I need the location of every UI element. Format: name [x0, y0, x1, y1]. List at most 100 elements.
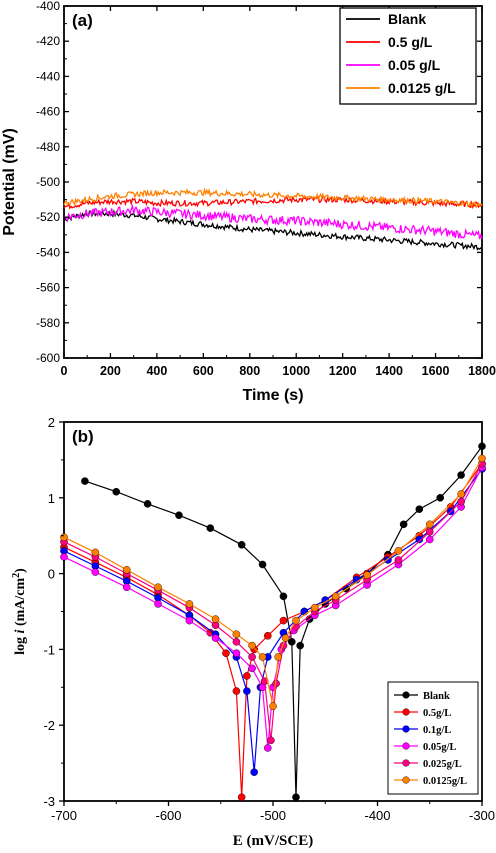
data-point	[122, 583, 131, 592]
legend-entry: 0.05g/L	[423, 742, 457, 753]
data-point	[478, 442, 486, 451]
x-tick-label: 1800	[468, 364, 496, 378]
panel-a-label: (a)	[72, 11, 93, 30]
panel-b-x-axis-label: E (mV/SCE)	[233, 833, 313, 849]
panel-b-plot	[60, 442, 486, 802]
data-point	[292, 793, 300, 802]
data-point	[81, 477, 89, 485]
data-point	[415, 535, 424, 544]
data-point	[60, 553, 68, 561]
data-point	[122, 566, 131, 574]
y-tick-label: -480	[36, 140, 60, 154]
legend-entry: 0.5 g/L	[388, 34, 433, 50]
legend-marker	[402, 691, 410, 699]
legend-entry: 0.1g/L	[423, 725, 451, 736]
y-tick-label: -3	[43, 794, 55, 809]
data-point	[436, 493, 445, 502]
data-point	[243, 672, 251, 680]
data-point	[296, 641, 304, 650]
data-point	[281, 634, 290, 642]
panel-a-plot	[63, 187, 483, 251]
data-point	[154, 583, 162, 592]
data-point	[478, 454, 486, 463]
panel-b-y-axis-label: log i (mA/cm2)	[11, 568, 29, 655]
y-tick-label: -460	[36, 105, 60, 119]
data-point	[211, 634, 220, 642]
x-tick-label: -700	[51, 808, 77, 823]
data-point	[175, 511, 183, 520]
panel-a-axes: 0 200 400 600 800 1000 1200 1400 1600 1800 -400 -42…	[36, 0, 496, 378]
y-tick-label: 2	[48, 415, 55, 430]
data-point	[112, 487, 121, 496]
data-point	[258, 560, 267, 569]
data-point	[250, 768, 258, 776]
panel-b-axes: -700 -600 -500 -400 -300 2 1 0 -1 -2 -3	[43, 415, 495, 823]
data-point	[232, 638, 241, 646]
legend-marker	[402, 759, 410, 767]
y-tick-label: -540	[36, 245, 60, 259]
data-point	[263, 744, 272, 752]
data-point	[331, 592, 340, 601]
data-point	[457, 497, 465, 506]
data-point	[425, 528, 434, 536]
series-line	[63, 463, 483, 798]
x-tick-label: 1400	[375, 364, 403, 378]
legend-marker	[402, 708, 410, 716]
panel-a-legend: Blank 0.5 g/L 0.05 g/L 0.0125 g/L	[339, 7, 477, 105]
y-tick-label: -2	[43, 718, 55, 733]
series-2	[63, 195, 483, 210]
legend-entry: 0.05 g/L	[388, 57, 441, 73]
series-line	[63, 467, 483, 748]
data-point	[243, 687, 251, 695]
legend-entry: Blank	[423, 691, 450, 702]
data-point	[457, 490, 465, 498]
y-tick-label: -440	[36, 69, 60, 83]
x-tick-label: -300	[469, 808, 495, 823]
data-point	[394, 547, 403, 555]
x-tick-label: 200	[100, 364, 121, 378]
data-point	[185, 616, 194, 625]
series-line	[63, 187, 483, 209]
data-point	[300, 607, 309, 616]
data-point	[222, 649, 230, 657]
data-point	[267, 736, 275, 745]
data-point	[206, 524, 215, 532]
data-point	[288, 638, 296, 646]
data-point	[91, 548, 100, 557]
x-tick-label: -600	[155, 808, 181, 823]
y-tick-label: -420	[36, 34, 60, 48]
series-line	[63, 195, 483, 210]
data-point	[279, 616, 288, 625]
panel-b: -700 -600 -500 -400 -300 2 1 0 -1 -2 -3 (b) E (mV/…	[11, 415, 496, 849]
y-tick-label: 1	[48, 491, 55, 506]
y-tick-label: -500	[36, 175, 60, 189]
data-point	[60, 533, 68, 542]
data-point	[425, 520, 434, 529]
data-point	[457, 471, 465, 479]
series-line	[63, 463, 483, 741]
data-point	[248, 653, 256, 661]
data-point	[279, 592, 288, 601]
x-tick-label: 1600	[422, 364, 450, 378]
data-point	[248, 641, 256, 650]
data-point	[399, 520, 408, 529]
series-line	[63, 458, 483, 707]
series-6	[60, 454, 486, 711]
legend-box	[387, 681, 479, 795]
x-tick-label: 400	[146, 364, 167, 378]
x-tick-label: -500	[260, 808, 286, 823]
legend-entry: 0.0125g/L	[423, 776, 467, 787]
y-tick-label: -580	[36, 316, 60, 330]
x-tick-label: 0	[61, 364, 68, 378]
x-tick-label: 800	[239, 364, 260, 378]
x-tick-label: -400	[364, 808, 390, 823]
series-3	[63, 203, 483, 240]
y-tick-label: 0	[48, 567, 55, 582]
data-point	[310, 603, 319, 612]
data-point	[258, 653, 267, 661]
data-point	[232, 687, 241, 695]
data-point	[425, 535, 434, 544]
legend-entry: 0.0125 g/L	[388, 80, 456, 96]
legend-marker	[402, 776, 410, 784]
data-point	[415, 505, 424, 513]
